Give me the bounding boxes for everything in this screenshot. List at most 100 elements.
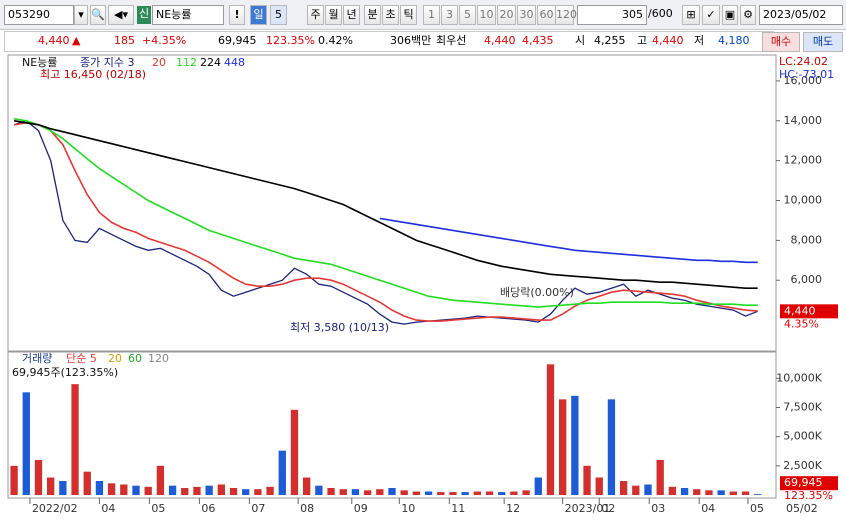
volume-bar: [59, 481, 67, 495]
x-tick-label: 05: [151, 502, 165, 515]
volume-bar: [656, 460, 664, 495]
interval-btn[interactable]: 120: [555, 5, 577, 25]
volume-bar: [71, 384, 79, 495]
market-badge: 신: [137, 6, 151, 24]
volume-bar: [632, 485, 640, 495]
price-line: [13, 120, 758, 325]
quote-arrow: ▲: [72, 34, 81, 47]
legend-item: 224: [200, 56, 221, 69]
quote-open: 4,255: [594, 34, 626, 47]
period-btn[interactable]: 초: [382, 5, 399, 25]
interval-btn[interactable]: 1: [423, 5, 440, 25]
volume-bar: [388, 488, 396, 495]
volume-bar: [693, 489, 701, 495]
ma-line: [379, 217, 758, 264]
x-tick-label: 04: [701, 502, 715, 515]
x-tick-label: 06: [201, 502, 215, 515]
chart-title: 거래량: [22, 352, 52, 365]
high-note: 최고 16,450 (02/18): [40, 68, 146, 81]
quote-bid: 4,435: [522, 34, 554, 47]
volume-bar: [339, 489, 347, 495]
alert-btn[interactable]: !: [229, 5, 245, 25]
volume-bar: [217, 484, 225, 495]
y-tick-label: 10,000K: [776, 371, 822, 384]
volume-bar: [680, 488, 689, 495]
sound-btn[interactable]: ◀▾: [108, 5, 134, 25]
y-tick-label: 8,000: [791, 233, 823, 246]
quote-change-pct: +4.35%: [142, 34, 187, 47]
volume-bar: [242, 489, 250, 495]
quote-high-label: 고: [637, 34, 648, 47]
volume-bar: [595, 477, 603, 495]
legend-item: 단순 5: [66, 352, 97, 365]
y-tick-label: 10,000: [784, 194, 823, 207]
volume-bar: [266, 486, 274, 495]
quote-change: 185: [114, 34, 135, 47]
volume-bar: [583, 465, 591, 495]
quote-best-label: 최우선: [436, 34, 467, 47]
volume-bar: [741, 491, 750, 495]
x-tick-label: 10: [401, 502, 415, 515]
count-max: /600: [648, 7, 673, 20]
quote-price: 4,440: [38, 34, 70, 47]
tool-btn[interactable]: ⊞: [682, 5, 700, 25]
interval-btn[interactable]: 5: [459, 5, 476, 25]
x-tick-label: 03: [651, 502, 665, 515]
volume-bar: [498, 492, 506, 495]
period-btn[interactable]: 월: [325, 5, 342, 25]
volume-bar: [729, 491, 737, 495]
interval-btn[interactable]: 60: [537, 5, 556, 25]
volume-bar: [534, 477, 542, 495]
interval-btn[interactable]: 20: [497, 5, 516, 25]
code-input[interactable]: 053290: [4, 5, 74, 25]
volume-bar: [10, 465, 18, 495]
name-input[interactable]: NE능률: [152, 5, 224, 25]
search-btn[interactable]: 🔍: [90, 5, 106, 25]
volume-bar: [644, 484, 652, 495]
buy-btn[interactable]: 매수: [762, 32, 800, 52]
period-btn[interactable]: 일: [250, 5, 267, 25]
legend-item: 112: [176, 56, 197, 69]
ma-line: [13, 121, 758, 322]
x-tick-label: 02: [601, 502, 615, 515]
save-btn[interactable]: ▣: [722, 5, 738, 25]
legend-title: 종가 지수 3: [80, 56, 134, 69]
legend-item: 448: [224, 56, 245, 69]
legend-item: 120: [148, 352, 169, 365]
volume-bar: [424, 491, 433, 495]
quote-low: 4,180: [718, 34, 750, 47]
y-tick-label: 16,000: [784, 74, 823, 87]
period-btn[interactable]: 주: [307, 5, 324, 25]
volume-bar: [510, 491, 518, 495]
period-btn[interactable]: 년: [343, 5, 360, 25]
period-btn[interactable]: 분: [364, 5, 381, 25]
x-tick-label: 08: [300, 502, 314, 515]
tool-btn[interactable]: ✓: [702, 5, 720, 25]
interval-btn[interactable]: 10: [477, 5, 496, 25]
volume-bar: [181, 488, 189, 495]
date-input[interactable]: 2023/05/02: [759, 5, 843, 25]
count-input[interactable]: 305: [577, 5, 647, 25]
period-btn[interactable]: 틱: [400, 5, 417, 25]
quote-amount: 306백만: [390, 34, 432, 47]
settings-btn[interactable]: ⚙: [740, 5, 756, 25]
x-tick-label: 05: [750, 502, 764, 515]
volume-bar: [412, 491, 421, 495]
interval-btn[interactable]: 30: [517, 5, 536, 25]
volume-bar: [400, 490, 408, 495]
last-change-label: 4.35%: [784, 317, 819, 330]
period-btn[interactable]: 5: [270, 5, 287, 25]
volume-bar: [120, 484, 128, 495]
volume-bar: [607, 399, 616, 495]
volume-bar: [437, 492, 445, 495]
volume-bar: [132, 485, 140, 495]
ma-line: [13, 118, 758, 308]
sell-btn[interactable]: 매도: [803, 32, 843, 52]
quote-ask: 4,440: [484, 34, 516, 47]
interval-btn[interactable]: 3: [441, 5, 458, 25]
volume-bar: [95, 481, 104, 495]
volume-bar: [254, 489, 262, 495]
code-dropdown[interactable]: ▾: [74, 5, 88, 25]
volume-bar: [461, 492, 469, 495]
